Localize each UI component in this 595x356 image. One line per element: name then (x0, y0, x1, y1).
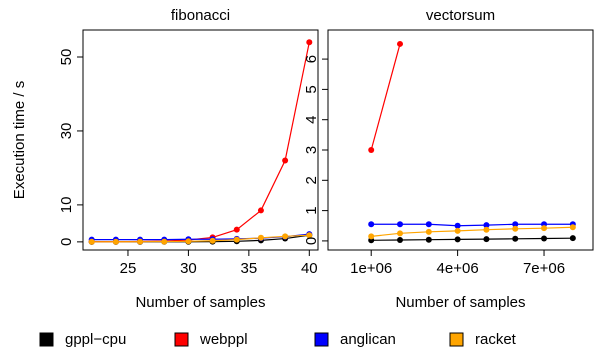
legend-swatch (39, 332, 54, 347)
y-tick-label: 30 (58, 123, 75, 140)
data-point (483, 236, 490, 243)
legend-label: racket (475, 331, 517, 348)
data-point (425, 236, 432, 243)
data-point (541, 225, 548, 232)
x-tick-label: 30 (180, 260, 197, 277)
series-line (91, 42, 310, 243)
x-tick-label: 7e+06 (523, 260, 565, 277)
data-point (512, 221, 519, 228)
y-tick-label: 10 (58, 197, 75, 214)
y-tick-label: 0 (303, 237, 320, 245)
x-axis-label: Number of samples (395, 294, 525, 311)
data-point (569, 235, 576, 242)
data-point (112, 238, 119, 245)
data-point (425, 221, 432, 228)
data-point (512, 225, 519, 232)
x-axis-label: Number of samples (135, 294, 265, 311)
data-point (368, 233, 375, 240)
data-point (483, 226, 490, 233)
data-point (306, 232, 313, 239)
data-point (397, 40, 404, 47)
series-line (371, 223, 573, 227)
y-tick-label: 3 (303, 146, 320, 154)
data-point (233, 236, 240, 243)
y-tick-label: 2 (303, 176, 320, 184)
data-point (512, 235, 519, 242)
data-point (257, 207, 264, 214)
data-point (88, 238, 95, 245)
data-point (368, 147, 375, 153)
data-point (257, 234, 264, 241)
data-point (368, 221, 375, 228)
x-tick-label: 4e+06 (437, 260, 479, 277)
data-point (397, 237, 404, 243)
x-tick-label: 40 (301, 260, 318, 277)
panel-title: fibonacci (171, 7, 230, 24)
series-line (371, 226, 573, 237)
data-point (209, 237, 216, 244)
data-point (233, 226, 240, 233)
plot-frame (82, 29, 319, 251)
panel-title: vectorsum (426, 7, 495, 24)
data-point (397, 221, 404, 228)
legend-label: anglican (340, 331, 396, 348)
x-tick-label: 35 (241, 260, 258, 277)
data-point (397, 230, 404, 237)
data-point (282, 157, 289, 164)
data-point (454, 227, 461, 234)
y-tick-label: 1 (303, 206, 320, 214)
data-point (306, 39, 313, 46)
series-line (370, 43, 401, 151)
legend-swatch (174, 332, 189, 347)
y-tick-label: 0 (58, 238, 75, 246)
x-tick-label: 1e+06 (350, 260, 392, 277)
legend-label: webppl (199, 331, 248, 348)
y-tick-label: 50 (58, 49, 75, 66)
y-tick-label: 5 (303, 85, 320, 93)
plot-frame (327, 29, 594, 251)
legend-label: gppl−cpu (65, 331, 126, 348)
data-point (569, 224, 576, 231)
data-point (541, 235, 548, 242)
data-point (483, 222, 490, 229)
data-point (161, 238, 168, 245)
data-point (454, 222, 461, 229)
data-point (425, 228, 432, 235)
legend-swatch (314, 332, 329, 347)
data-point (137, 238, 144, 245)
y-tick-label: 4 (303, 116, 320, 124)
series-line (371, 237, 573, 241)
data-point (185, 238, 192, 245)
x-tick-label: 25 (120, 260, 137, 277)
y-axis-label: Execution time / s (11, 81, 28, 199)
legend-swatch (449, 332, 464, 347)
data-point (454, 236, 461, 243)
data-point (282, 233, 289, 240)
series-line (91, 234, 310, 243)
y-tick-label: 6 (303, 55, 320, 63)
